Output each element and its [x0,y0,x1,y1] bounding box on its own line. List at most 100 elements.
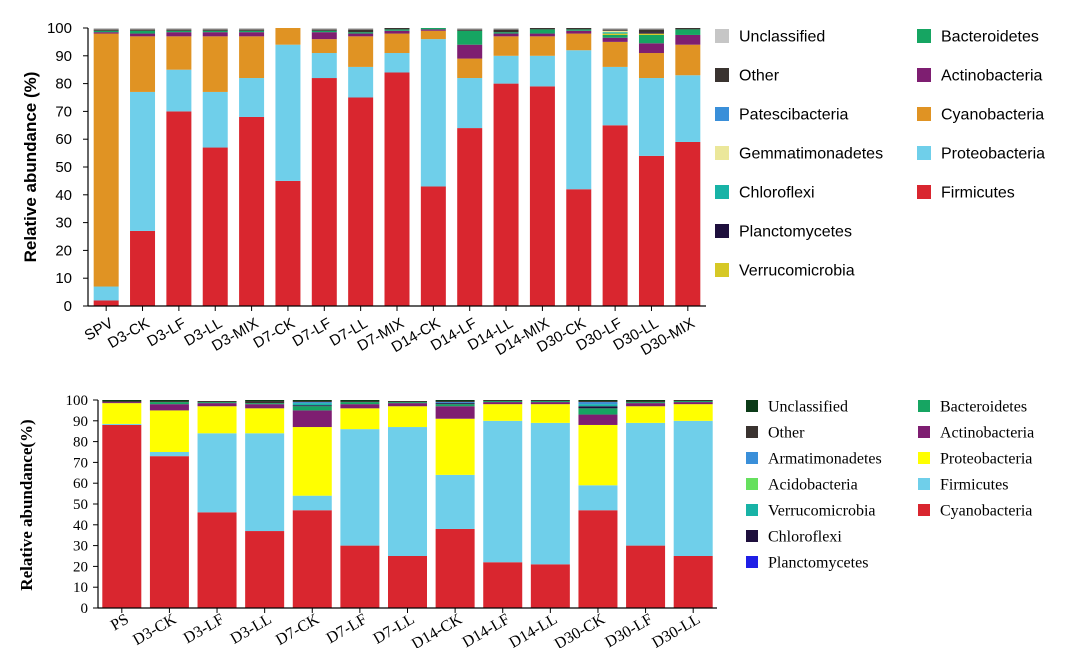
bar-segment-actinobacteria [102,402,142,404]
bar-segment-cyanobacteria [529,36,555,56]
bar-segment-firmicutes [457,128,483,306]
legend-label: Verrucomicrobia [768,503,876,520]
bar-segment-chloroflexi [292,405,332,407]
bar-segment-proteobacteria [93,286,119,301]
bar-segment-unclassified [340,400,380,402]
bar-segment-cyanobacteria [483,562,523,608]
y-tick-label: 50 [55,159,72,176]
x-tick-label: D7-LF [324,611,370,648]
bar-segment-proteobacteria [529,55,555,87]
legend-label: Planctomycetes [739,224,852,241]
legend-swatch [715,224,729,238]
bar-segment-proteobacteria [311,53,337,79]
bar-segment-other [311,29,337,31]
bar-segment-unclassified [202,28,228,30]
x-tick-label: D3-CK [130,611,180,648]
bar-segment-proteobacteria [348,66,374,98]
bar-segment-actinobacteria [348,33,374,37]
legend-swatch [715,263,729,277]
y-tick-label: 40 [73,518,88,534]
bar-segment-bacteroidetes [420,28,446,30]
legend-label: Firmicutes [941,185,1015,202]
legend-swatch [918,400,930,412]
x-tick-label: D3-LF [181,611,227,648]
bar-segment-other [457,29,483,31]
bar-segment-other [166,29,192,31]
bar-segment-verrucomicrobia [602,33,628,35]
bar-segment-bacteroidetes [197,402,237,404]
bar-segment-firmicutes [638,155,664,306]
x-tick-label: D3-LL [228,611,275,648]
y-tick-label: 50 [73,497,88,513]
bar-segment-cyanobacteria [239,36,265,79]
bar-segment-unclassified [602,28,628,30]
bar-segment-firmicutes [130,230,156,306]
x-tick-label: D7-LF [290,315,335,351]
bar-segment-cyanobacteria [578,510,618,608]
bar-segment-bacteroidetes [483,401,523,403]
legend-swatch [746,426,758,438]
bar-segment-firmicutes [348,97,374,306]
bar-segment-actinobacteria [149,404,189,411]
legend-swatch [746,400,758,412]
bar-segment-cyanobacteria [602,41,628,67]
legend-label: Patescibacteria [739,107,848,124]
bar-segment-bacteroidetes [93,30,119,33]
bar-segment-firmicutes [483,420,523,563]
bar-segment-firmicutes [292,495,332,511]
y-tick-label: 40 [55,187,72,204]
bar-segment-cyanobacteria [292,510,332,608]
legend-swatch [917,107,931,121]
bar-segment-actinobacteria [566,30,592,34]
bar-segment-other [149,401,189,403]
bar-segment-other [483,400,523,402]
bar-segment-firmicutes [340,429,380,546]
x-tick-label: D3-CK [105,315,152,352]
legend-swatch [918,452,930,464]
x-tick-label: D7-CK [250,315,297,352]
x-tick-label: D30-CK [552,611,609,648]
bar-segment-bacteroidetes [529,29,555,34]
bar-segment-firmicutes [166,111,192,307]
legend-swatch [746,530,758,542]
legend-label: Cyanobacteria [941,107,1044,124]
bar-segment-actinobacteria [384,30,410,34]
bar-segment-cyanobacteria [493,36,519,56]
bar-segment-actinobacteria [245,404,285,409]
bar-segment-firmicutes [602,125,628,306]
legend-swatch [746,452,758,464]
bar-segment-cyanobacteria [384,33,410,54]
legend-label: Other [768,425,805,442]
bar-segment-other [388,401,427,403]
legend-label: Unclassified [739,29,825,46]
bar-segment-cyanobacteria [420,30,446,40]
bar-segment-other [384,28,410,30]
y-axis-label: Relative abundance (%) [21,72,40,263]
bar-segment-chloroflexi [602,32,628,34]
bar-segment-unclassified [311,28,337,30]
bar-segment-bacteroidetes [530,401,570,403]
y-tick-label: 70 [73,455,88,471]
bar-segment-other [340,401,380,403]
bar-segment-gemmatimonadetes [602,30,628,33]
bar-segment-unclassified [245,400,285,402]
legend-label: Armatimonadetes [768,451,882,468]
x-tick-label: D7-CK [273,611,323,648]
legend-label: Bacteroidetes [940,399,1027,416]
bar-segment-other [102,401,142,403]
legend-label: Gemmatimonadetes [739,146,883,163]
bar-segment-bacteroidetes [457,30,483,45]
bar-segment-verrucomicrobia [292,403,332,406]
bar-segment-other [348,29,374,33]
bar-segment-other [202,29,228,31]
bar-segment-proteobacteria [340,408,380,430]
bar-segment-other [602,29,628,31]
bar-segment-actinobacteria [529,33,555,37]
bar-segment-cyanobacteria [93,33,119,287]
bar-segment-other [239,29,265,31]
bar-segment-other [566,28,592,30]
bar-segment-proteobacteria [384,53,410,73]
bar-segment-cyanobacteria [675,44,701,76]
bar-segment-actinobacteria [93,32,119,34]
legend-label: Unclassified [768,399,848,416]
